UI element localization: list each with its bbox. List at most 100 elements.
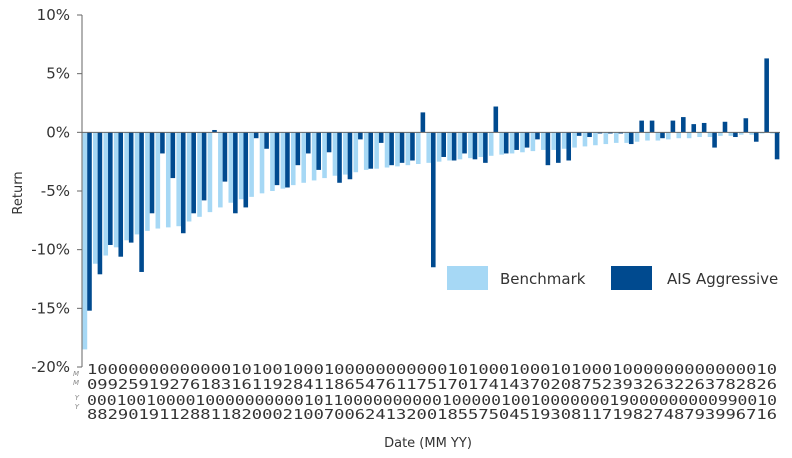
bar-benchmark bbox=[457, 132, 463, 160]
bar-ais-aggressive bbox=[493, 106, 499, 133]
bar-benchmark bbox=[676, 132, 682, 139]
bar-benchmark bbox=[686, 132, 692, 139]
bar-benchmark bbox=[468, 132, 473, 159]
bar-ais-aggressive bbox=[285, 132, 290, 188]
bar-benchmark bbox=[645, 132, 650, 141]
bar-ais-aggressive bbox=[180, 132, 186, 234]
bar-benchmark bbox=[541, 132, 546, 150]
bar-benchmark bbox=[384, 132, 390, 168]
bar-ais-aggressive bbox=[108, 132, 113, 245]
bar-ais-aggressive bbox=[295, 132, 301, 166]
bar-benchmark bbox=[218, 132, 223, 208]
bar-benchmark bbox=[270, 132, 275, 191]
bar-benchmark bbox=[593, 132, 598, 146]
bar-benchmark bbox=[280, 132, 286, 189]
bar-benchmark bbox=[165, 132, 171, 228]
bar-benchmark bbox=[228, 132, 234, 203]
bar-benchmark bbox=[572, 132, 577, 148]
date-row-marker: M bbox=[73, 370, 79, 378]
legend-swatch-ais-aggressive bbox=[611, 266, 652, 290]
bar-ais-aggressive bbox=[305, 132, 311, 154]
bar-ais-aggressive bbox=[764, 58, 769, 133]
bar-benchmark bbox=[124, 132, 129, 241]
bar-benchmark bbox=[582, 132, 588, 147]
bar-ais-aggressive bbox=[441, 132, 446, 157]
bar-benchmark bbox=[176, 132, 181, 227]
bar-benchmark bbox=[488, 132, 494, 156]
bar-ais-aggressive bbox=[597, 132, 603, 134]
bar-benchmark bbox=[113, 132, 119, 248]
bar-ais-aggressive bbox=[191, 132, 196, 214]
bar-ais-aggressive bbox=[274, 132, 280, 186]
bar-benchmark bbox=[718, 132, 723, 136]
bar-ais-aggressive bbox=[691, 124, 697, 133]
bar-benchmark bbox=[82, 132, 88, 350]
bar-benchmark bbox=[759, 132, 765, 134]
bar-benchmark bbox=[332, 132, 338, 176]
bar-benchmark bbox=[259, 132, 265, 194]
bar-benchmark bbox=[613, 132, 619, 143]
bar-benchmark bbox=[353, 132, 359, 173]
bar-benchmark bbox=[186, 132, 192, 222]
bar-ais-aggressive bbox=[253, 132, 259, 139]
bar-ais-aggressive bbox=[743, 118, 749, 133]
y-tick-label: -5% bbox=[41, 182, 70, 200]
bar-ais-aggressive bbox=[556, 132, 561, 163]
bar-ais-aggressive bbox=[212, 129, 217, 133]
bar-benchmark bbox=[509, 132, 515, 154]
bar-ais-aggressive bbox=[118, 132, 124, 257]
bar-benchmark bbox=[561, 132, 567, 149]
bar-ais-aggressive bbox=[733, 132, 738, 138]
bar-ais-aggressive bbox=[170, 132, 176, 179]
bar-ais-aggressive bbox=[753, 132, 759, 142]
date-row-marker: Y bbox=[75, 394, 80, 402]
legend: Benchmark AIS Aggressive bbox=[447, 266, 778, 290]
y-tick-label: 5% bbox=[46, 65, 70, 83]
bar-benchmark bbox=[426, 132, 431, 163]
bar-benchmark bbox=[655, 132, 661, 141]
date-digit-row: 8829019112881182000210070062413200185575… bbox=[87, 408, 777, 423]
bar-benchmark bbox=[343, 132, 348, 175]
bar-ais-aggressive bbox=[681, 117, 686, 133]
bar-benchmark bbox=[322, 132, 327, 179]
bar-ais-aggressive bbox=[149, 132, 155, 214]
bar-ais-aggressive bbox=[420, 112, 426, 133]
x-axis-title: Date (MM YY) bbox=[384, 436, 472, 451]
bar-ais-aggressive bbox=[222, 132, 228, 182]
legend-label-benchmark: Benchmark bbox=[500, 270, 586, 288]
bar-ais-aggressive bbox=[326, 132, 332, 153]
bar-ais-aggressive bbox=[639, 120, 644, 133]
axis-titles: Return Date (MM YY) bbox=[11, 171, 472, 451]
bar-ais-aggressive bbox=[660, 132, 665, 139]
bar-benchmark bbox=[374, 132, 379, 169]
y-tick-label: -15% bbox=[31, 299, 70, 317]
bar-ais-aggressive bbox=[378, 132, 384, 143]
bar-ais-aggressive bbox=[618, 132, 624, 134]
bar-ais-aggressive bbox=[233, 132, 238, 214]
bar-benchmark bbox=[238, 132, 244, 200]
bar-ais-aggressive bbox=[139, 132, 144, 272]
bar-benchmark bbox=[155, 132, 161, 229]
bar-ais-aggressive bbox=[97, 132, 103, 275]
bar-ais-aggressive bbox=[670, 120, 676, 133]
bar-ais-aggressive bbox=[514, 132, 519, 150]
y-tick-label: 10% bbox=[37, 6, 70, 24]
bar-ais-aggressive bbox=[545, 132, 551, 166]
bar-benchmark bbox=[697, 132, 702, 138]
bar-benchmark bbox=[436, 132, 442, 162]
y-tick-label: 0% bbox=[46, 123, 70, 141]
bar-benchmark bbox=[551, 132, 557, 150]
bar-ais-aggressive bbox=[264, 132, 269, 149]
bar-ais-aggressive bbox=[524, 132, 530, 148]
bars bbox=[82, 58, 780, 350]
date-digit-row: 0992591927618316119284118654761175170174… bbox=[87, 378, 777, 393]
bar-ais-aggressive bbox=[347, 132, 353, 180]
bar-benchmark bbox=[311, 132, 317, 181]
bar-ais-aggressive bbox=[389, 132, 394, 166]
bar-ais-aggressive bbox=[410, 132, 415, 161]
bar-ais-aggressive bbox=[576, 132, 582, 136]
bar-ais-aggressive bbox=[608, 132, 613, 134]
bar-ais-aggressive bbox=[316, 132, 321, 170]
bar-ais-aggressive bbox=[722, 121, 728, 133]
date-row-marker: M bbox=[73, 379, 79, 387]
